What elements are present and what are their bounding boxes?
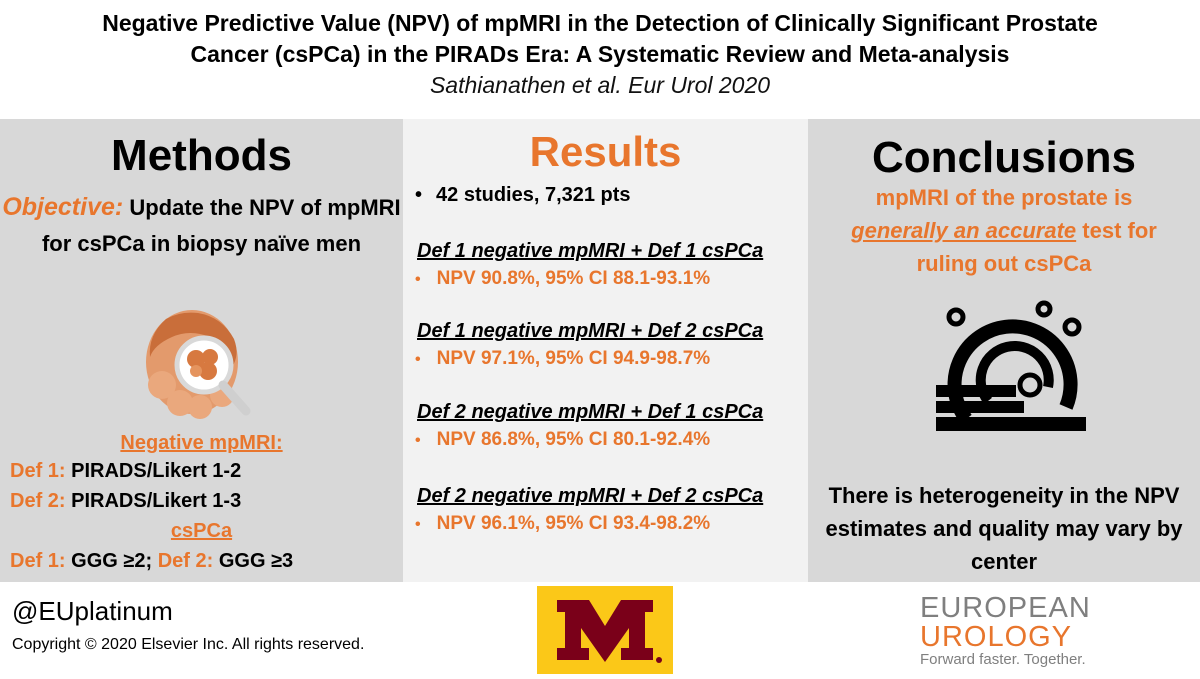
- conclusion-statement-1: mpMRI of the prostate is generally an ac…: [808, 181, 1200, 280]
- result-heading-3: Def 2 negative mpMRI + Def 1 csPCa: [417, 401, 764, 423]
- title-line-2: Cancer (csPCa) in the PIRADs Era: A Syst…: [190, 41, 1010, 67]
- result-heading-4: Def 2 negative mpMRI + Def 2 csPCa: [417, 485, 764, 507]
- result-value-3: • NPV 86.8%, 95% CI 80.1-92.4%: [415, 429, 711, 450]
- result-value-1: • NPV 90.8%, 95% CI 88.1-93.1%: [415, 268, 711, 289]
- methods-panel: Methods Objective: Update the NPV of mpM…: [0, 119, 403, 582]
- conclusion-statement-2: There is heterogeneity in the NPV estima…: [825, 483, 1183, 574]
- objective-label: Objective:: [2, 193, 124, 221]
- objective-text: Update the NPV of mpMRI for csPCa in bio…: [41, 195, 401, 256]
- minnesota-m-icon: [557, 600, 662, 663]
- cspca-def-1-label: Def 1:: [10, 550, 66, 572]
- result-value-4-text: NPV 96.1%, 95% CI 93.4-98.2%: [436, 513, 711, 534]
- eu-logo-line-2: UROLOGY: [920, 621, 1073, 653]
- def-2-text: PIRADS/Likert 1-3: [71, 490, 242, 512]
- cspca-defs: Def 1: GGG ≥2; Def 2: GGG ≥3: [10, 547, 293, 575]
- mri-scanner-icon: [936, 300, 1086, 431]
- objective: Objective: Update the NPV of mpMRI for c…: [0, 189, 403, 262]
- eu-logo-tagline: Forward faster. Together.: [920, 651, 1086, 668]
- cspca-def-2-text: GGG ≥3: [218, 550, 294, 572]
- result-heading-1: Def 1 negative mpMRI + Def 1 csPCa: [417, 240, 764, 262]
- studies-bullet: • 42 studies, 7,321 pts: [415, 184, 631, 206]
- results-heading: Results: [529, 128, 682, 175]
- conclusions-panel: Conclusions mpMRI of the prostate is gen…: [808, 119, 1200, 582]
- cspca-def-1-text: GGG ≥2;: [71, 550, 153, 572]
- def-2-label: Def 2:: [10, 490, 66, 512]
- university-of-minnesota-logo: [537, 586, 673, 674]
- result-value-3-text: NPV 86.8%, 95% CI 80.1-92.4%: [436, 429, 711, 450]
- copyright: Copyright © 2020 Elsevier Inc. All right…: [12, 636, 365, 653]
- negative-def-2: Def 2: PIRADS/Likert 1-3: [10, 487, 241, 515]
- result-value-2-text: NPV 97.1%, 95% CI 94.9-98.7%: [436, 348, 711, 369]
- citation: Sathianathen et al. Eur Urol 2020: [429, 72, 771, 98]
- result-heading-2: Def 1 negative mpMRI + Def 2 csPCa: [417, 320, 764, 342]
- negative-def-1: Def 1: PIRADS/Likert 1-2: [10, 457, 241, 485]
- result-value-4: • NPV 96.1%, 95% CI 93.4-98.2%: [415, 513, 711, 534]
- studies-text: 42 studies, 7,321 pts: [436, 184, 631, 206]
- conclusion-emphasis: generally an accurate: [851, 218, 1077, 243]
- result-value-1-text: NPV 90.8%, 95% CI 88.1-93.1%: [436, 268, 711, 289]
- title-line-1: Negative Predictive Value (NPV) of mpMRI…: [102, 10, 1098, 36]
- eu-logo-line-1: EUROPEAN: [920, 592, 1091, 624]
- def-1-label: Def 1:: [10, 460, 66, 482]
- conclusion-line-3: ruling out csPCa: [916, 251, 1092, 276]
- result-value-2: • NPV 97.1%, 95% CI 94.9-98.7%: [415, 348, 711, 369]
- conclusion-line-2-rest: test for: [1082, 218, 1157, 243]
- results-panel: Results • 42 studies, 7,321 pts Def 1 neg…: [403, 119, 808, 582]
- methods-heading: Methods: [111, 131, 292, 180]
- twitter-handle: @EUplatinum: [12, 596, 173, 626]
- negative-mpmri-heading: Negative mpMRI:: [120, 432, 283, 454]
- cspca-heading: csPCa: [170, 520, 233, 542]
- conclusion-line-1: mpMRI of the prostate is: [875, 185, 1133, 210]
- european-urology-logo: EUROPEAN UROLOGY Forward faster. Togethe…: [920, 592, 1091, 668]
- cspca-def-2-label: Def 2:: [157, 550, 214, 572]
- page-title: Negative Predictive Value (NPV) of mpMRI…: [0, 8, 1200, 70]
- conclusion-line-2: generally an accurate test for: [808, 214, 1200, 247]
- header: Negative Predictive Value (NPV) of mpMRI…: [0, 0, 1200, 118]
- conclusions-heading: Conclusions: [871, 133, 1137, 182]
- prostate-magnifier-icon: [146, 310, 251, 419]
- def-1-text: PIRADS/Likert 1-2: [71, 460, 242, 482]
